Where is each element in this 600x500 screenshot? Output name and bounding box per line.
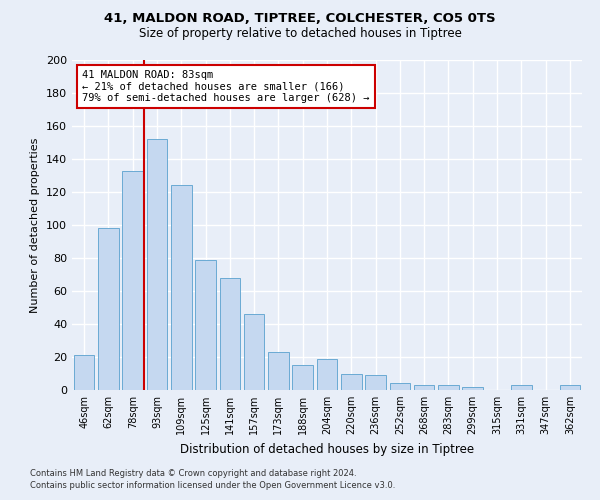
Bar bbox=[146, 139, 167, 390]
Bar bbox=[389, 384, 410, 390]
Bar bbox=[463, 386, 483, 390]
Bar bbox=[195, 260, 216, 390]
Text: 41 MALDON ROAD: 83sqm
← 21% of detached houses are smaller (166)
79% of semi-det: 41 MALDON ROAD: 83sqm ← 21% of detached … bbox=[82, 70, 370, 103]
Bar bbox=[365, 375, 386, 390]
Bar bbox=[560, 385, 580, 390]
Text: Size of property relative to detached houses in Tiptree: Size of property relative to detached ho… bbox=[139, 28, 461, 40]
Y-axis label: Number of detached properties: Number of detached properties bbox=[31, 138, 40, 312]
X-axis label: Distribution of detached houses by size in Tiptree: Distribution of detached houses by size … bbox=[180, 442, 474, 456]
Bar bbox=[74, 356, 94, 390]
Text: 41, MALDON ROAD, TIPTREE, COLCHESTER, CO5 0TS: 41, MALDON ROAD, TIPTREE, COLCHESTER, CO… bbox=[104, 12, 496, 26]
Bar bbox=[341, 374, 362, 390]
Text: Contains HM Land Registry data © Crown copyright and database right 2024.: Contains HM Land Registry data © Crown c… bbox=[30, 468, 356, 477]
Bar bbox=[438, 385, 459, 390]
Bar bbox=[220, 278, 240, 390]
Bar bbox=[292, 365, 313, 390]
Bar bbox=[122, 170, 143, 390]
Bar bbox=[317, 358, 337, 390]
Bar bbox=[268, 352, 289, 390]
Bar bbox=[414, 385, 434, 390]
Bar bbox=[98, 228, 119, 390]
Text: Contains public sector information licensed under the Open Government Licence v3: Contains public sector information licen… bbox=[30, 481, 395, 490]
Bar bbox=[244, 314, 265, 390]
Bar bbox=[511, 385, 532, 390]
Bar bbox=[171, 186, 191, 390]
